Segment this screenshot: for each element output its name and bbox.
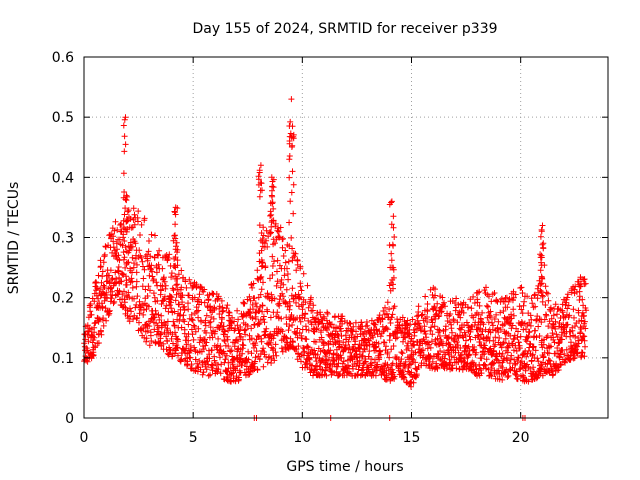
- x-tick-label: 10: [293, 430, 311, 446]
- y-tick-label: 0.6: [52, 50, 74, 66]
- y-tick-label: 0: [65, 411, 74, 427]
- x-tick-label: 0: [80, 430, 89, 446]
- axis-ticks: 0 0.1 0.2 0.3 0.4 0.5 0.6 0 5 10 15 20: [52, 50, 608, 446]
- y-tick-label: 0.1: [52, 351, 74, 367]
- x-axis-label: GPS time / hours: [286, 459, 403, 475]
- y-axis-label: SRMTID / TECUs: [6, 182, 22, 295]
- plot-frame: [83, 56, 609, 419]
- x-tick-label: 5: [189, 430, 198, 446]
- x-tick-label: 20: [512, 430, 530, 446]
- y-tick-label: 0.3: [52, 231, 74, 247]
- grid-lines: [84, 57, 608, 418]
- y-tick-label: 0.2: [52, 291, 74, 307]
- y-tick-label: 0.5: [52, 110, 74, 126]
- srmtid-points: [81, 96, 590, 421]
- data-points: [81, 96, 590, 421]
- chart-title: Day 155 of 2024, SRMTID for receiver p33…: [192, 21, 497, 37]
- y-tick-label: 0.4: [52, 170, 74, 186]
- x-tick-label: 15: [403, 430, 421, 446]
